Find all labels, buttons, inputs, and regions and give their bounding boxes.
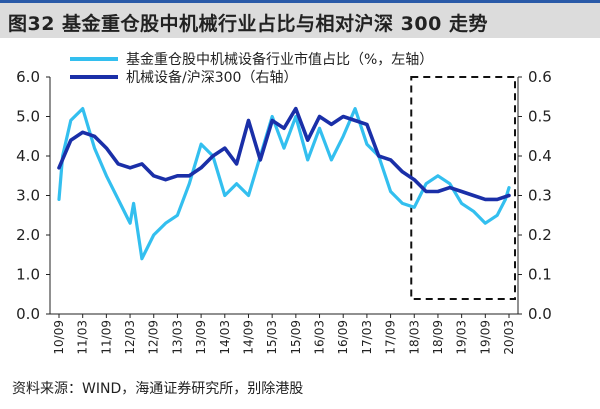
chart-svg: 0.0 1.0 2.0 3.0 4.0 5.0 6.0 0.0 0.1 0.2 0.3 0.4 0.5 0… (16, 51, 552, 355)
legend-label-relative: 机械设备/沪深300（右轴） (126, 69, 297, 86)
x-axis-tick-label: 13/09 (194, 320, 208, 355)
x-axis-tick-label: 16/03 (313, 320, 327, 355)
left-axis-tick-label: 4.0 (16, 147, 40, 165)
x-axis-tick-label: 19/09 (478, 320, 492, 355)
left-axis-tick-label: 2.0 (16, 226, 40, 244)
source-note: 资料来源：WIND，海通证券研究所，别除港股 (12, 381, 304, 397)
left-axis-tick-label: 5.0 (16, 108, 40, 126)
x-axis-tick-label: 11/03 (76, 320, 90, 355)
x-axis-tick-label: 10/09 (52, 320, 66, 355)
x-axis-tick-label: 19/03 (455, 320, 469, 355)
right-axis-tick-label: 0.4 (528, 147, 552, 165)
left-axis-tick-label: 6.0 (16, 68, 40, 86)
left-axis-tick-label: 0.0 (16, 305, 40, 323)
x-axis-tick-label: 15/09 (289, 320, 303, 355)
highlight-dashed-box (410, 76, 516, 300)
x-axis-tick-label: 16/09 (336, 320, 350, 355)
chart-title: 图32 基金重仓股中机械行业占比与相对沪深 300 走势 (8, 13, 488, 35)
title-bar: 图32 基金重仓股中机械行业占比与相对沪深 300 走势 (0, 0, 600, 38)
x-axis-tick-label: 15/03 (265, 320, 279, 355)
right-axis-tick-label: 0.2 (528, 226, 552, 244)
x-axis-tick-label: 14/09 (241, 320, 255, 355)
x-axis-tick-label: 17/09 (384, 320, 398, 355)
right-axis-tick-label: 0.3 (528, 187, 552, 205)
legend-label-fund-share: 基金重仓股中机械设备行业市值占比（%，左轴） (126, 51, 433, 68)
x-axis-tick-label: 13/03 (170, 320, 184, 355)
series-line-fund-share (57, 106, 511, 261)
x-axis-tick-label: 20/03 (502, 320, 516, 355)
right-axis-tick-label: 0.5 (528, 108, 552, 126)
series-line-relative (57, 106, 511, 202)
x-axis-tick-label: 17/03 (360, 320, 374, 355)
x-axis-tick-label: 12/09 (147, 320, 161, 355)
right-axis-tick-label: 0.6 (528, 68, 552, 86)
x-axis-tick-label: 11/09 (99, 320, 113, 355)
x-axis-tick-label: 18/09 (431, 320, 445, 355)
right-axis-tick-label: 0.0 (528, 305, 552, 323)
right-axis-tick-label: 0.1 (528, 266, 552, 284)
x-axis-tick-label: 18/03 (407, 320, 421, 355)
x-axis-tick-label: 12/03 (123, 320, 137, 355)
left-axis-tick-label: 3.0 (16, 187, 40, 205)
left-axis-tick-label: 1.0 (16, 266, 40, 284)
x-axis-tick-label: 14/03 (218, 320, 232, 355)
